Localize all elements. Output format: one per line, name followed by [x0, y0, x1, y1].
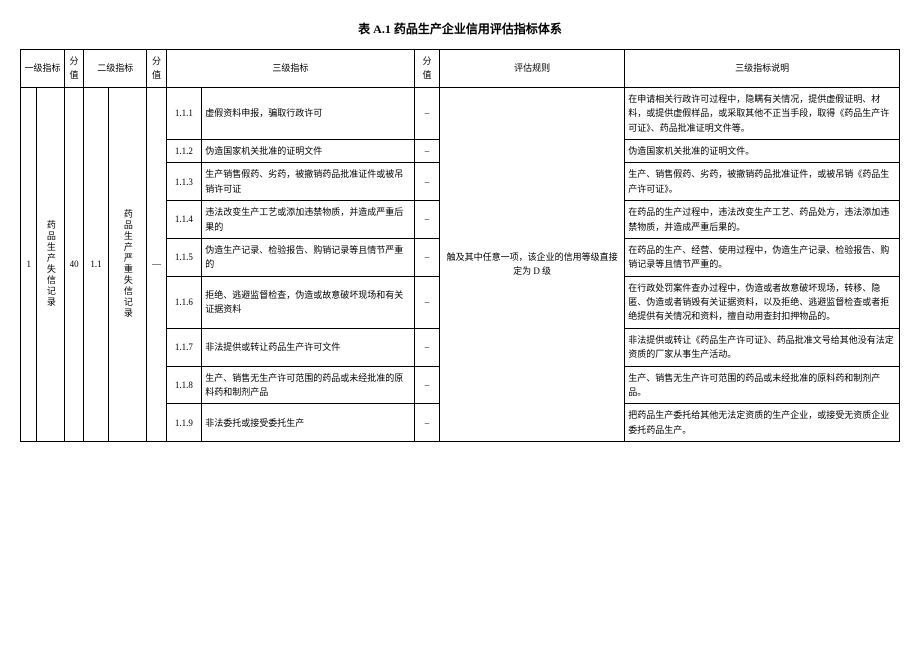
header-desc: 三级指标说明	[625, 50, 900, 88]
lvl3-idx: 1.1.6	[166, 276, 202, 328]
table-row: 1 药品生产失信记录 40 1.1 药品生产严重失信记录 — 1.1.1 虚假资…	[21, 87, 900, 139]
desc-cell: 在药品的生产、经营、使用过程中，伪造生产记录、检验报告、购销记录等且情节严重的。	[625, 238, 900, 276]
desc-cell: 在申请相关行政许可过程中，隐瞒有关情况，提供虚假证明、材料，或提供虚假样品，或采…	[625, 87, 900, 139]
lvl2-score: —	[147, 87, 166, 441]
header-score1: 分值	[64, 50, 83, 88]
lvl3-name: 拒绝、逃避监督检查，伪造或故意破坏现场和有关证据资料	[202, 276, 415, 328]
lvl3-idx: 1.1.1	[166, 87, 202, 139]
lvl3-idx: 1.1.2	[166, 139, 202, 162]
lvl3-score: –	[415, 163, 440, 201]
header-row: 一级指标 分值 二级指标 分值 三级指标 分值 评估规则 三级指标说明	[21, 50, 900, 88]
lvl3-idx: 1.1.8	[166, 366, 202, 404]
lvl3-name: 伪造国家机关批准的证明文件	[202, 139, 415, 162]
desc-cell: 非法提供或转让《药品生产许可证》、药品批准文号给其他没有法定资质的厂家从事生产活…	[625, 328, 900, 366]
desc-cell: 生产、销售无生产许可范围的药品或未经批准的原料药和制剂产品。	[625, 366, 900, 404]
header-score2: 分值	[147, 50, 166, 88]
desc-cell: 生产、销售假药、劣药，被撤销药品批准证件，或被吊销《药品生产许可证》。	[625, 163, 900, 201]
header-lvl2: 二级指标	[84, 50, 147, 88]
lvl3-score: –	[415, 139, 440, 162]
lvl3-score: –	[415, 238, 440, 276]
rule-cell: 触及其中任意一项，该企业的信用等级直接定为 D 级	[439, 87, 624, 441]
lvl3-score: –	[415, 87, 440, 139]
desc-cell: 在行政处罚案件查办过程中，伪造或者故意破坏现场，转移、隐匿、伪造或者销毁有关证据…	[625, 276, 900, 328]
evaluation-table: 一级指标 分值 二级指标 分值 三级指标 分值 评估规则 三级指标说明 1 药品…	[20, 49, 900, 442]
desc-cell: 伪造国家机关批准的证明文件。	[625, 139, 900, 162]
lvl3-name: 虚假资料申报，骗取行政许可	[202, 87, 415, 139]
lvl3-idx: 1.1.5	[166, 238, 202, 276]
lvl1-idx: 1	[21, 87, 37, 441]
lvl3-idx: 1.1.9	[166, 404, 202, 442]
header-rule: 评估规则	[439, 50, 624, 88]
lvl3-name: 伪造生产记录、检验报告、购销记录等且情节严重的	[202, 238, 415, 276]
desc-cell: 在药品的生产过程中，违法改变生产工艺、药品处方，违法添加违禁物质，并造成严重后果…	[625, 201, 900, 239]
lvl3-score: –	[415, 201, 440, 239]
lvl3-name: 生产销售假药、劣药，被撤销药品批准证件或被吊销许可证	[202, 163, 415, 201]
lvl3-name: 违法改变生产工艺或添加违禁物质，并造成严重后果的	[202, 201, 415, 239]
lvl2-name: 药品生产严重失信记录	[108, 87, 146, 441]
lvl1-score: 40	[64, 87, 83, 441]
lvl3-idx: 1.1.4	[166, 201, 202, 239]
lvl3-score: –	[415, 366, 440, 404]
lvl3-name: 生产、销售无生产许可范围的药品或未经批准的原料药和制剂产品	[202, 366, 415, 404]
lvl2-idx: 1.1	[84, 87, 109, 441]
lvl1-name: 药品生产失信记录	[37, 87, 64, 441]
header-lvl1: 一级指标	[21, 50, 65, 88]
lvl3-score: –	[415, 276, 440, 328]
lvl3-name: 非法提供或转让药品生产许可文件	[202, 328, 415, 366]
lvl3-name: 非法委托或接受委托生产	[202, 404, 415, 442]
header-score3: 分值	[415, 50, 440, 88]
desc-cell: 把药品生产委托给其他无法定资质的生产企业，或接受无资质企业委托药品生产。	[625, 404, 900, 442]
lvl3-idx: 1.1.3	[166, 163, 202, 201]
lvl3-idx: 1.1.7	[166, 328, 202, 366]
table-title: 表 A.1 药品生产企业信用评估指标体系	[20, 20, 900, 37]
lvl3-score: –	[415, 404, 440, 442]
lvl3-score: –	[415, 328, 440, 366]
header-lvl3: 三级指标	[166, 50, 415, 88]
